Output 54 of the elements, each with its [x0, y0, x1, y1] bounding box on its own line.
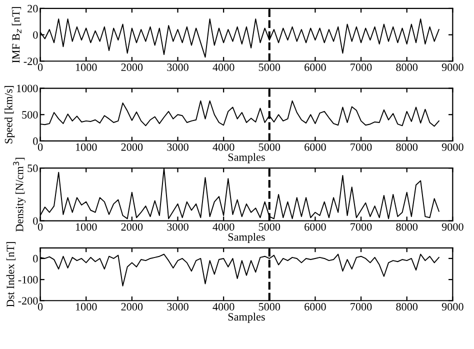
y-tick-label: -200	[18, 297, 38, 305]
x-tick-label: 6000	[304, 64, 326, 72]
x-tick-label: 6000	[304, 303, 326, 311]
x-tick-label: 5000	[258, 143, 280, 151]
x-tick-label: 9000	[442, 64, 464, 72]
x-tick-label: 1000	[76, 143, 97, 151]
x-axis-title: Samples	[228, 232, 265, 244]
x-tick-label: 7000	[350, 223, 372, 231]
x-tick-label: 2000	[121, 223, 143, 231]
x-axis-title: Samples	[228, 153, 265, 164]
x-tick-label: 8000	[396, 64, 418, 72]
y-tick-label: 500	[22, 111, 38, 119]
x-tick-label: 6000	[304, 223, 326, 231]
y-tick-label: -20	[24, 58, 38, 66]
x-tick-label: 7000	[350, 143, 372, 151]
y-tick-label: -100	[18, 276, 38, 284]
y-tick-label: 20	[28, 4, 38, 12]
x-tick-label: 5000	[258, 223, 280, 231]
y-tick-label: 0	[33, 217, 38, 225]
x-tick-label: 1000	[76, 303, 97, 311]
x-tick-label: 7000	[350, 303, 372, 311]
x-tick-label: 9000	[442, 303, 464, 311]
x-tick-label: 3000	[167, 303, 188, 311]
x-tick-label: 5000	[258, 64, 280, 72]
x-tick-label: 3000	[167, 223, 188, 231]
x-tick-label: 3000	[167, 143, 188, 151]
x-tick-label: 4000	[212, 143, 234, 151]
x-tick-label: 9000	[442, 223, 464, 231]
x-tick-label: 2000	[121, 64, 143, 72]
y-tick-label: 1000	[16, 84, 38, 92]
x-tick-label: 4000	[212, 64, 234, 72]
y-axis-title: Speed [km/s]	[4, 86, 15, 144]
y-tick-label: 50	[28, 164, 38, 172]
x-tick-label: 4000	[212, 303, 234, 311]
x-tick-label: 3000	[167, 64, 188, 72]
x-tick-label: 8000	[396, 223, 418, 231]
y-axis-title: Density [N/cm$^{3}$]	[13, 158, 26, 232]
x-tick-label: 1000	[76, 64, 97, 72]
y-tick-label: 0	[33, 31, 38, 39]
x-tick-label: 4000	[212, 223, 234, 231]
x-tick-label: 2000	[121, 303, 143, 311]
x-tick-label: 1000	[76, 223, 97, 231]
y-tick-label: 0	[33, 254, 38, 262]
x-tick-label: 8000	[396, 303, 418, 311]
x-tick-label: 9000	[442, 143, 464, 151]
x-tick-label: 6000	[304, 143, 326, 151]
x-tick-label: 2000	[121, 143, 143, 151]
y-tick-label: 0	[33, 137, 38, 145]
x-tick-label: 5000	[258, 303, 280, 311]
y-axis-title: Dst Index [nT]	[6, 242, 16, 307]
x-axis-title: Samples	[228, 312, 265, 323]
x-tick-label: 8000	[396, 143, 418, 151]
y-axis-title: IMF B$_{z}$ [nT]	[12, 7, 22, 63]
x-tick-label: 7000	[350, 64, 372, 72]
